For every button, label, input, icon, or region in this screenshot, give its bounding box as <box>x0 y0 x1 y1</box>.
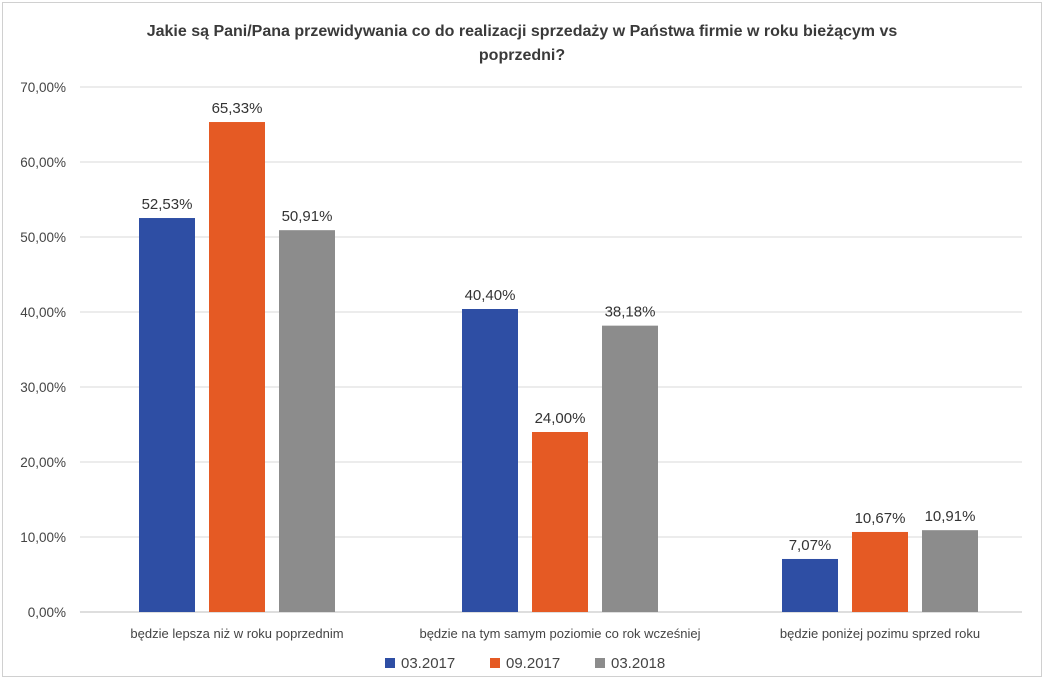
chart-title-line-1: Jakie są Pani/Pana przewidywania co do r… <box>146 23 898 40</box>
data-label: 40,40% <box>465 287 516 304</box>
data-label: 24,00% <box>535 410 586 427</box>
bar <box>602 325 658 612</box>
bar <box>852 531 908 612</box>
y-tick-label: 40,00% <box>20 305 66 320</box>
bar <box>462 309 518 612</box>
chart-title-line-2: poprzedni? <box>478 47 566 64</box>
bar <box>532 432 588 612</box>
data-label: 52,53% <box>142 196 193 213</box>
legend-label: 03.2018 <box>611 655 665 672</box>
data-label: 7,07% <box>789 537 832 554</box>
data-label: 38,18% <box>605 304 656 321</box>
y-tick-label: 20,00% <box>20 455 66 470</box>
y-tick-label: 30,00% <box>20 380 66 395</box>
legend-swatch <box>490 658 500 668</box>
category-label: będzie na tym samym poziomie co rok wcze… <box>419 626 700 641</box>
y-tick-label: 10,00% <box>20 530 66 545</box>
category-label: będzie poniżej pozimu sprzed roku <box>780 626 980 641</box>
data-label: 10,67% <box>855 510 906 527</box>
bar <box>782 558 838 612</box>
bar <box>209 122 265 613</box>
y-tick-label: 50,00% <box>20 230 66 245</box>
data-label: 50,91% <box>282 208 333 225</box>
chart-title: Jakie są Pani/Pana przewidywania co do r… <box>0 20 1044 68</box>
y-tick-label: 60,00% <box>20 155 66 170</box>
legend-label: 03.2017 <box>401 655 455 672</box>
legend-label: 09.2017 <box>506 655 560 672</box>
bar <box>279 230 335 613</box>
legend-swatch <box>385 658 395 668</box>
y-tick-label: 0,00% <box>28 605 66 620</box>
category-label: będzie lepsza niż w roku poprzednim <box>130 626 343 641</box>
y-tick-label: 70,00% <box>20 80 66 95</box>
bar <box>922 530 978 612</box>
data-label: 65,33% <box>212 100 263 117</box>
bar <box>139 218 195 612</box>
legend-swatch <box>595 658 605 668</box>
data-label: 10,91% <box>925 508 976 525</box>
